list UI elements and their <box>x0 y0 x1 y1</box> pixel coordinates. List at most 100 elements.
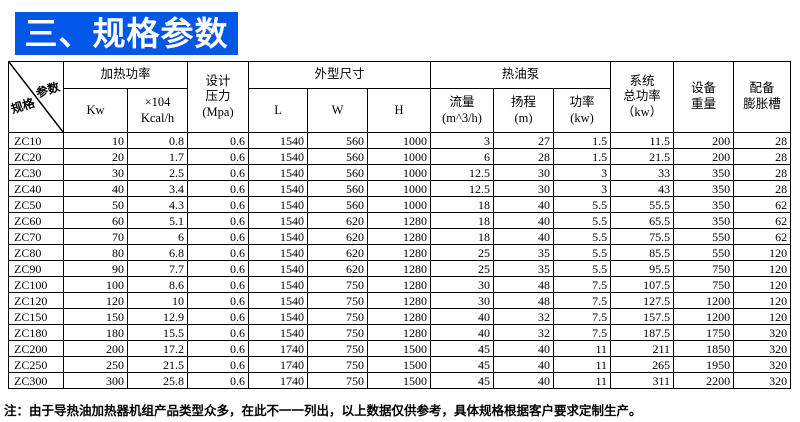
value-cell: 320 <box>733 372 792 389</box>
value-cell: 311 <box>610 372 675 389</box>
value-cell: 750 <box>307 356 369 373</box>
table-row: ZC200 200 17.2 0.6 1740 750 1500 45 40 11 211 1850 3… <box>8 340 792 357</box>
value-cell: 0.6 <box>187 276 250 293</box>
value-cell: 1500 <box>367 340 432 357</box>
value-cell: 1540 <box>248 180 309 197</box>
value-cell: 300 <box>63 372 128 389</box>
value-cell: 3 <box>553 180 612 197</box>
value-cell: 150 <box>63 308 128 325</box>
value-cell: 40 <box>493 356 555 373</box>
table-row: ZC90 90 7.7 0.6 1540 620 1280 25 35 5.5 95.5 750 120 <box>8 260 792 277</box>
value-cell: 120 <box>733 292 792 309</box>
value-cell: 750 <box>307 340 369 357</box>
value-cell: 1540 <box>248 148 309 165</box>
value-cell: 5.5 <box>553 228 612 245</box>
value-cell: 1280 <box>367 260 432 277</box>
value-cell: 0.6 <box>187 148 250 165</box>
table-row: ZC80 80 6.8 0.6 1540 620 1280 25 35 5.5 85.5 550 120 <box>8 244 792 261</box>
header-pump-power: 功率 (kw) <box>553 88 612 133</box>
header-lift: 扬程 (m) <box>493 88 555 133</box>
value-cell: 560 <box>307 148 369 165</box>
model-cell: ZC20 <box>8 148 64 165</box>
value-cell: 120 <box>733 260 792 277</box>
value-cell: 1540 <box>248 244 309 261</box>
value-cell: 1540 <box>248 196 309 213</box>
header-kw: Kw <box>63 88 128 133</box>
value-cell: 0.6 <box>187 292 250 309</box>
table-row: ZC30 30 2.5 0.6 1540 560 1000 12.5 30 3 33 350 28 <box>8 164 792 181</box>
value-cell: 1000 <box>367 132 432 149</box>
value-cell: 1740 <box>248 340 309 357</box>
value-cell: 620 <box>307 260 369 277</box>
value-cell: 750 <box>307 372 369 389</box>
value-cell: 45 <box>430 356 495 373</box>
value-cell: 48 <box>493 276 555 293</box>
value-cell: 12.5 <box>430 164 495 181</box>
value-cell: 7.5 <box>553 276 612 293</box>
model-cell: ZC150 <box>8 308 64 325</box>
value-cell: 40 <box>493 212 555 229</box>
table-row: ZC40 40 3.4 0.6 1540 560 1000 12.5 30 3 43 350 28 <box>8 180 792 197</box>
model-cell: ZC200 <box>8 340 64 357</box>
value-cell: 180 <box>63 324 128 341</box>
value-cell: 1850 <box>673 340 735 357</box>
value-cell: 1950 <box>673 356 735 373</box>
value-cell: 18 <box>430 196 495 213</box>
value-cell: 5.1 <box>126 212 189 229</box>
value-cell: 320 <box>733 340 792 357</box>
value-cell: 3 <box>430 132 495 149</box>
header-height: H <box>367 88 432 133</box>
value-cell: 65.5 <box>610 212 675 229</box>
value-cell: 20 <box>63 148 128 165</box>
value-cell: 560 <box>307 196 369 213</box>
header-dimensions-group: 外型尺寸 <box>248 61 432 89</box>
value-cell: 1.5 <box>553 148 612 165</box>
value-cell: 1280 <box>367 308 432 325</box>
value-cell: 120 <box>733 244 792 261</box>
table-row: ZC250 250 21.5 0.6 1740 750 1500 45 40 11 265 1950 3… <box>8 356 792 373</box>
value-cell: 25 <box>430 244 495 261</box>
value-cell: 55.5 <box>610 196 675 213</box>
value-cell: 560 <box>307 180 369 197</box>
value-cell: 5.5 <box>553 212 612 229</box>
value-cell: 30 <box>430 292 495 309</box>
value-cell: 0.6 <box>187 164 250 181</box>
value-cell: 35 <box>493 244 555 261</box>
value-cell: 7.5 <box>553 308 612 325</box>
value-cell: 0.6 <box>187 308 250 325</box>
header-equipment-weight: 设备 重量 <box>673 61 735 133</box>
value-cell: 100 <box>63 276 128 293</box>
value-cell: 1280 <box>367 292 432 309</box>
value-cell: 1280 <box>367 212 432 229</box>
model-cell: ZC70 <box>8 228 64 245</box>
header-expansion-tank: 配备 膨胀槽 <box>733 61 792 133</box>
model-cell: ZC100 <box>8 276 64 293</box>
table-row: ZC60 60 5.1 0.6 1540 620 1280 18 40 5.5 65.5 350 62 <box>8 212 792 229</box>
value-cell: 0.6 <box>187 356 250 373</box>
value-cell: 8.6 <box>126 276 189 293</box>
value-cell: 0.6 <box>187 260 250 277</box>
value-cell: 1000 <box>367 196 432 213</box>
diagonal-divider <box>9 62 63 132</box>
table-header: 参数 规格 加热功率 设计 压力 (Mpa) 外型尺寸 热油泵 系统 总功率 （… <box>8 61 792 133</box>
header-design-pressure: 设计 压力 (Mpa) <box>187 61 250 133</box>
value-cell: 550 <box>673 244 735 261</box>
value-cell: 28 <box>733 132 792 149</box>
value-cell: 157.5 <box>610 308 675 325</box>
value-cell: 1280 <box>367 228 432 245</box>
value-cell: 80 <box>63 244 128 261</box>
value-cell: 40 <box>493 228 555 245</box>
model-cell: ZC250 <box>8 356 64 373</box>
value-cell: 1200 <box>673 308 735 325</box>
spec-table: 参数 规格 加热功率 设计 压力 (Mpa) 外型尺寸 热油泵 系统 总功率 （… <box>8 61 792 389</box>
value-cell: 11 <box>553 372 612 389</box>
value-cell: 1740 <box>248 372 309 389</box>
value-cell: 1280 <box>367 244 432 261</box>
value-cell: 40 <box>493 196 555 213</box>
value-cell: 17.2 <box>126 340 189 357</box>
header-kcal: ×104 Kcal/h <box>126 88 189 133</box>
model-cell: ZC60 <box>8 212 64 229</box>
value-cell: 750 <box>307 324 369 341</box>
table-row: ZC50 50 4.3 0.6 1540 560 1000 18 40 5.5 55.5 350 62 <box>8 196 792 213</box>
value-cell: 40 <box>430 308 495 325</box>
